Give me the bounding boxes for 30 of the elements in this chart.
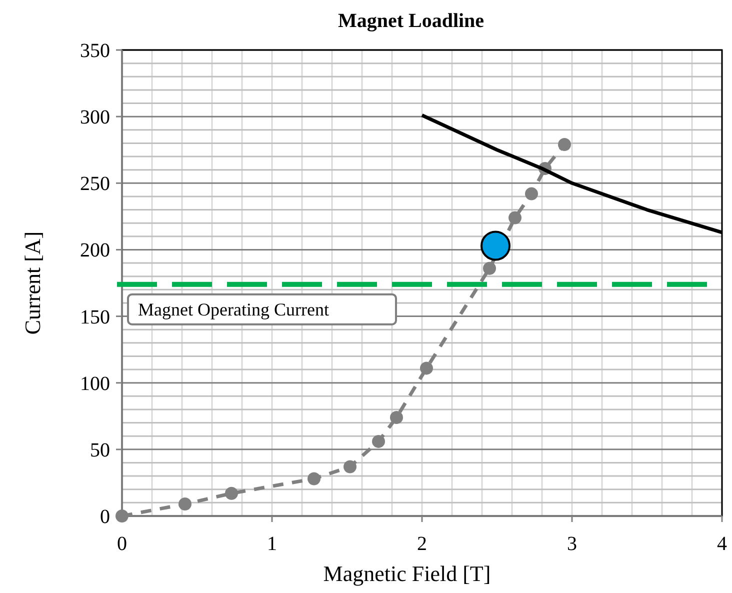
point <box>558 138 571 152</box>
ref-line-label: Magnet Operating Current <box>138 299 329 320</box>
y-tick-label: 300 <box>80 106 110 129</box>
x-tick-label: 1 <box>267 533 277 555</box>
point <box>420 362 433 375</box>
point <box>308 472 320 486</box>
point <box>372 434 385 448</box>
point <box>178 498 192 511</box>
point <box>525 187 538 200</box>
y-tick-label: 350 <box>80 40 110 62</box>
y-tick-label: 150 <box>80 306 110 328</box>
y-axis-title: Current [A] <box>20 231 45 335</box>
y-tick-label: 100 <box>80 372 110 395</box>
point <box>116 510 128 522</box>
point <box>344 460 356 474</box>
y-tick-label: 0 <box>100 506 110 528</box>
point <box>225 486 238 500</box>
point <box>483 262 496 275</box>
point <box>390 410 403 424</box>
x-tick-label: 2 <box>417 533 427 555</box>
y-tick-label: 250 <box>80 173 110 196</box>
point <box>508 211 522 224</box>
point <box>480 230 510 261</box>
chart-title: Magnet Loadline <box>338 10 484 32</box>
y-tick-label: 50 <box>90 439 110 462</box>
x-tick-label: 3 <box>567 533 577 555</box>
x-tick-label: 4 <box>717 533 727 555</box>
x-tick-label: 0 <box>117 533 127 555</box>
x-axis-title: Magnetic Field [T] <box>323 561 491 586</box>
y-tick-label: 200 <box>80 240 110 262</box>
